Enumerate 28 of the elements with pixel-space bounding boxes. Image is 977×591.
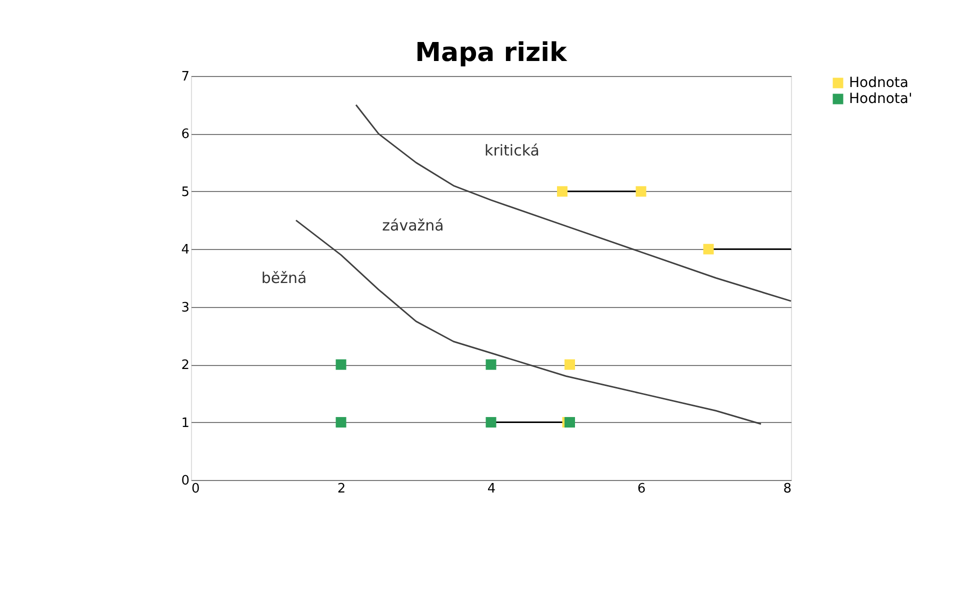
line-series: [355, 104, 792, 302]
point: [703, 244, 714, 254]
y-tick-label: 5: [181, 184, 190, 200]
point: [336, 359, 346, 370]
y-tick-label: 6: [181, 127, 190, 142]
annotation: závažná: [382, 216, 444, 234]
point: [564, 417, 575, 428]
annotation: kritická: [484, 142, 540, 160]
y-tick-label: 3: [181, 300, 190, 316]
annotation: běžná: [261, 269, 307, 287]
x-tick-label: 8: [783, 482, 792, 496]
x-tick-label: 0: [192, 482, 200, 496]
y-tick-label: 4: [181, 242, 190, 258]
x-tick-label: 4: [487, 482, 496, 496]
point: [564, 359, 575, 370]
y-tick-label: 1: [181, 416, 190, 431]
point: [486, 359, 496, 370]
y-tick-label: 2: [181, 358, 190, 374]
y-tick-label: 7: [181, 70, 190, 84]
point: [486, 417, 496, 428]
x-tick-label: 6: [637, 482, 646, 496]
x-tick-label: 2: [337, 482, 346, 496]
chart-title: Mapa rizik: [415, 38, 568, 68]
point: [636, 186, 646, 197]
legend-label: Hodnota: [849, 75, 908, 91]
legend-label: Hodnota': [849, 91, 912, 107]
point: [336, 417, 346, 428]
point: [557, 186, 568, 197]
